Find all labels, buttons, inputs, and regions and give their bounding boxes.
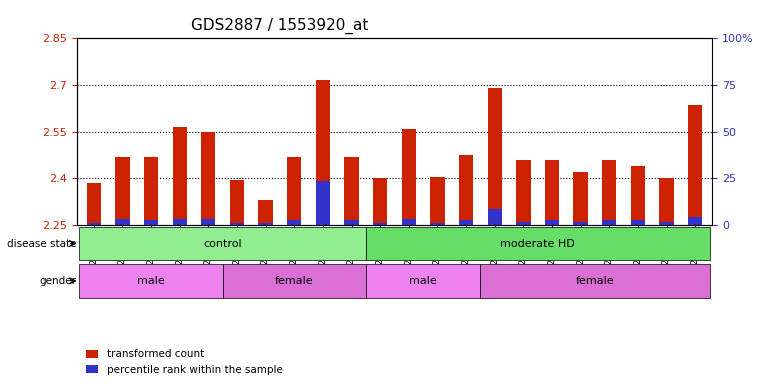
- Bar: [430, 223, 444, 225]
- Bar: [258, 223, 273, 225]
- Bar: [545, 160, 559, 225]
- FancyBboxPatch shape: [480, 264, 709, 298]
- Bar: [574, 222, 588, 225]
- Bar: [115, 219, 129, 225]
- Legend: transformed count, percentile rank within the sample: transformed count, percentile rank withi…: [82, 345, 286, 379]
- Bar: [574, 172, 588, 225]
- Text: control: control: [203, 238, 242, 248]
- Bar: [401, 219, 416, 225]
- Text: female: female: [575, 276, 614, 286]
- Bar: [230, 180, 244, 225]
- Bar: [602, 160, 617, 225]
- Bar: [630, 220, 645, 225]
- Text: disease state: disease state: [7, 238, 76, 248]
- Bar: [144, 220, 159, 225]
- Bar: [172, 219, 187, 225]
- Bar: [516, 222, 531, 225]
- Text: male: male: [137, 276, 165, 286]
- Text: female: female: [275, 276, 313, 286]
- Text: moderate HD: moderate HD: [500, 238, 575, 248]
- Text: GDS2887 / 1553920_at: GDS2887 / 1553920_at: [191, 18, 368, 34]
- Bar: [230, 223, 244, 225]
- Bar: [87, 223, 101, 225]
- Bar: [660, 222, 674, 225]
- FancyBboxPatch shape: [366, 227, 709, 260]
- Bar: [630, 166, 645, 225]
- Bar: [316, 80, 330, 225]
- Bar: [401, 129, 416, 225]
- Bar: [144, 157, 159, 225]
- Bar: [373, 223, 388, 225]
- Bar: [459, 220, 473, 225]
- Bar: [660, 178, 674, 225]
- Bar: [258, 200, 273, 225]
- Text: gender: gender: [39, 276, 76, 286]
- Bar: [87, 183, 101, 225]
- Bar: [688, 105, 702, 225]
- Text: male: male: [409, 276, 437, 286]
- Bar: [488, 88, 502, 225]
- Bar: [345, 157, 358, 225]
- Bar: [488, 209, 502, 225]
- Bar: [287, 220, 301, 225]
- Bar: [287, 157, 301, 225]
- Bar: [602, 220, 617, 225]
- FancyBboxPatch shape: [366, 264, 480, 298]
- FancyBboxPatch shape: [80, 264, 223, 298]
- FancyBboxPatch shape: [223, 264, 366, 298]
- Bar: [316, 181, 330, 225]
- Bar: [459, 155, 473, 225]
- Bar: [430, 177, 444, 225]
- FancyBboxPatch shape: [80, 227, 366, 260]
- Bar: [373, 178, 388, 225]
- Bar: [345, 220, 358, 225]
- Bar: [201, 132, 215, 225]
- Bar: [545, 220, 559, 225]
- Bar: [516, 160, 531, 225]
- Bar: [172, 127, 187, 225]
- Bar: [201, 219, 215, 225]
- Bar: [688, 217, 702, 225]
- Bar: [115, 157, 129, 225]
